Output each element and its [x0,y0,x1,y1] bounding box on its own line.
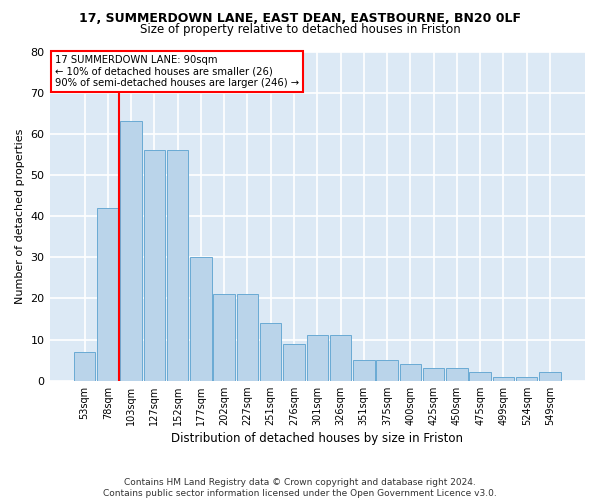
Bar [237,294,258,380]
Bar [167,150,188,380]
Text: Contains HM Land Registry data © Crown copyright and database right 2024.
Contai: Contains HM Land Registry data © Crown c… [103,478,497,498]
Bar [493,376,514,380]
Bar [143,150,165,380]
X-axis label: Distribution of detached houses by size in Friston: Distribution of detached houses by size … [171,432,463,445]
Bar [446,368,467,380]
Bar [74,352,95,380]
Bar [190,257,212,380]
Bar [400,364,421,380]
Bar [121,122,142,380]
Text: 17 SUMMERDOWN LANE: 90sqm
← 10% of detached houses are smaller (26)
90% of semi-: 17 SUMMERDOWN LANE: 90sqm ← 10% of detac… [55,55,299,88]
Bar [469,372,491,380]
Bar [260,323,281,380]
Y-axis label: Number of detached properties: Number of detached properties [15,128,25,304]
Bar [97,208,119,380]
Bar [330,336,351,380]
Bar [423,368,445,380]
Bar [283,344,305,380]
Bar [376,360,398,380]
Text: 17, SUMMERDOWN LANE, EAST DEAN, EASTBOURNE, BN20 0LF: 17, SUMMERDOWN LANE, EAST DEAN, EASTBOUR… [79,12,521,26]
Text: Size of property relative to detached houses in Friston: Size of property relative to detached ho… [140,22,460,36]
Bar [516,376,538,380]
Bar [214,294,235,380]
Bar [307,336,328,380]
Bar [353,360,374,380]
Bar [539,372,560,380]
